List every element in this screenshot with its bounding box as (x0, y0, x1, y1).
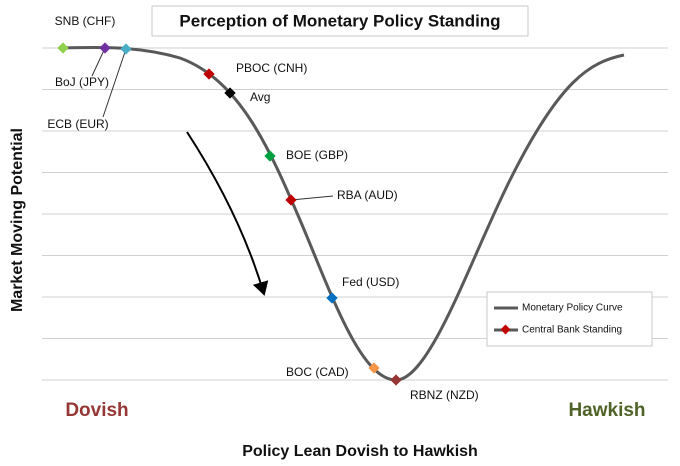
dovish-label: Dovish (65, 400, 128, 421)
bank-marker (368, 362, 380, 374)
bank-label: RBNZ (NZD) (410, 388, 479, 402)
chart-title: Perception of Monetary Policy Standing (179, 11, 500, 30)
leader-line (290, 195, 334, 201)
legend-label: Central Bank Standing (522, 325, 622, 336)
legend (486, 291, 653, 347)
bank-label: Avg (250, 90, 270, 104)
bank-marker (120, 43, 132, 55)
y-axis-label: Market Moving Potential (9, 128, 26, 312)
bank-label: PBOC (CNH) (236, 61, 307, 75)
bank-marker (264, 150, 276, 162)
bank-label: SNB (CHF) (55, 14, 116, 28)
bank-label: ECB (EUR) (47, 117, 108, 131)
bank-marker (99, 42, 111, 54)
bank-label: BOC (CAD) (286, 365, 349, 379)
banks: SNB (CHF) BoJ (JPY) ECB (EUR) PBOC (CNH) Avg… (47, 14, 478, 402)
bank-marker (285, 194, 297, 206)
leader-line (102, 48, 127, 118)
bank-label: BOE (GBP) (286, 148, 348, 162)
bank-marker (326, 292, 338, 304)
grid (42, 47, 668, 381)
legend-marker (500, 324, 511, 335)
bank-marker (57, 42, 69, 54)
trend-arrow (186, 131, 269, 296)
legend-label: Monetary Policy Curve (522, 303, 623, 314)
bank-label: BoJ (JPY) (55, 75, 109, 89)
title-box (151, 5, 529, 37)
hawkish-label: Hawkish (568, 400, 645, 421)
bank-label: RBA (AUD) (337, 188, 398, 202)
bank-marker (390, 374, 402, 386)
bank-label: Fed (USD) (342, 275, 399, 289)
x-axis-label: Policy Lean Dovish to Hawkish (242, 443, 478, 460)
policy-curve (61, 45, 625, 382)
leader-line (91, 47, 106, 77)
